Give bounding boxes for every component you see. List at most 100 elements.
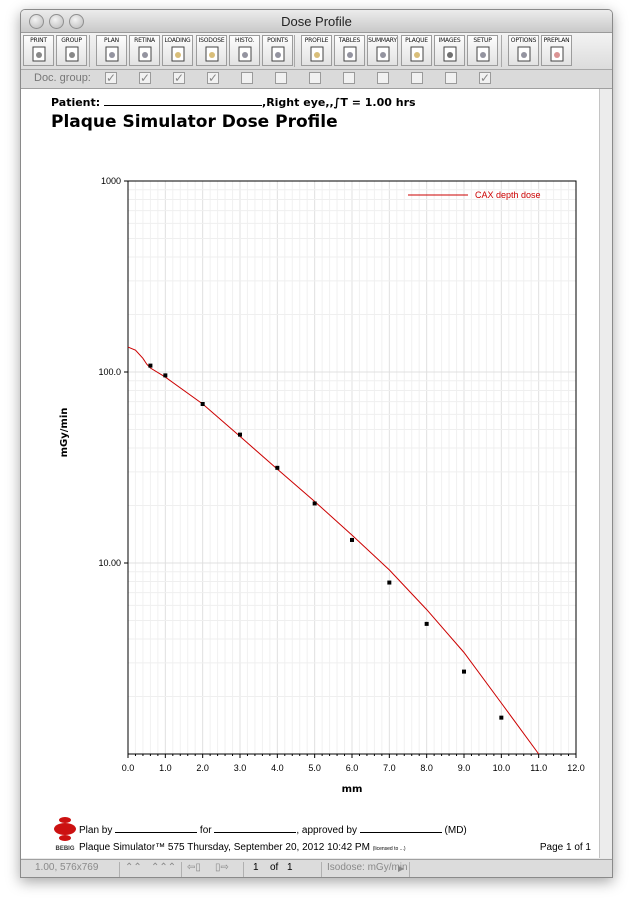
doc-group-checkbox-3[interactable]: ✓: [173, 71, 185, 85]
group-icon: [65, 46, 79, 62]
histo-icon: [238, 46, 252, 62]
doc-group-checkbox-6[interactable]: [275, 72, 287, 84]
preplan-icon: [550, 46, 564, 62]
plan-by-blank: [115, 823, 198, 833]
toolbar-button-label: OPTIONS: [510, 37, 537, 44]
patient-suffix: ,Right eye,,∫T = 1.00 hrs: [262, 96, 416, 109]
toolbar-isodose-button[interactable]: ISODOSE: [196, 35, 227, 66]
images-icon: [443, 46, 457, 62]
doc-group-checkbox-8[interactable]: [343, 72, 355, 84]
x-tick-label: 3.0: [234, 763, 247, 773]
doc-group-checkbox-5[interactable]: [241, 72, 253, 84]
x-tick-label: 10.0: [493, 763, 511, 773]
signature-line: Plan by for , approved by (MD): [79, 823, 467, 836]
toolbar-print-button[interactable]: PRINT: [23, 35, 54, 66]
profile-icon: [310, 46, 324, 62]
prev-page-icon[interactable]: ⇦▯: [187, 862, 201, 873]
isodose-units-selector[interactable]: Isodose: mGy/min: [327, 862, 408, 873]
patient-line: Patient: ,Right eye,,∫T = 1.00 hrs: [51, 96, 416, 109]
page-title: Plaque Simulator Dose Profile: [51, 112, 338, 132]
x-tick-label: 12.0: [567, 763, 585, 773]
toolbar-summary-button[interactable]: SUMMARY: [367, 35, 398, 66]
toolbar-button-label: PROFILE: [304, 37, 329, 44]
toolbar-images-button[interactable]: IMAGES: [434, 35, 465, 66]
toolbar-plan-button[interactable]: PLAN: [96, 35, 127, 66]
patient-label: Patient:: [51, 96, 101, 109]
x-tick-label: 6.0: [346, 763, 359, 773]
doc-group-checkbox-9[interactable]: [377, 72, 389, 84]
x-tick-label: 7.0: [383, 763, 396, 773]
toolbar-preplan-button[interactable]: PREPLAN: [541, 35, 572, 66]
measured-point: [163, 373, 168, 378]
toolbar-group-button[interactable]: GROUP: [56, 35, 87, 66]
plaque-icon: [410, 46, 424, 62]
loading-icon: [171, 46, 185, 62]
page-current: 1: [253, 862, 259, 873]
document-page: Patient: ,Right eye,,∫T = 1.00 hrs Plaqu…: [21, 89, 599, 858]
plan-by-label: Plan by: [79, 825, 113, 836]
doc-group-checkbox-4[interactable]: ✓: [207, 71, 219, 85]
measured-point: [200, 401, 205, 406]
y-tick-label: 100.0: [98, 367, 121, 377]
toolbar-button-label: SETUP: [473, 37, 492, 44]
doc-group-checkbox-12[interactable]: ✓: [479, 71, 491, 85]
measured-point: [275, 465, 280, 470]
measured-point: [424, 621, 429, 626]
vertical-scrollbar[interactable]: [599, 89, 612, 858]
page-info: Page 1 of 1: [539, 842, 591, 853]
toolbar-points-button[interactable]: POINTS: [262, 35, 293, 66]
isodose-icon: [205, 46, 219, 62]
toolbar-retina-button[interactable]: RETINA: [129, 35, 160, 66]
doc-group-checkbox-11[interactable]: [445, 72, 457, 84]
toolbar-plaque-button[interactable]: PLAQUE: [401, 35, 432, 66]
x-tick-label: 11.0: [530, 763, 547, 773]
dose-profile-window: Dose Profile PRINT GROUP PLAN RETINA LOADING…: [20, 9, 613, 878]
title-bar[interactable]: Dose Profile: [21, 10, 612, 33]
doc-group-bar: Doc. group: ✓ ✓ ✓ ✓ ✓: [21, 70, 612, 89]
toolbar-histo-button[interactable]: HISTO.: [229, 35, 260, 66]
zoom-window-button[interactable]: [69, 14, 84, 29]
next-page-icon[interactable]: ▯⇨: [215, 862, 229, 873]
setup-icon: [476, 46, 490, 62]
toolbar-button-label: PLAN: [104, 37, 119, 44]
measured-point: [148, 363, 153, 368]
toolbar-options-button[interactable]: OPTIONS: [508, 35, 539, 66]
summary-icon: [376, 46, 390, 62]
toolbar-tables-button[interactable]: TABLES: [334, 35, 365, 66]
toolbar-button-label: HISTO.: [235, 37, 254, 44]
points-icon: [271, 46, 285, 62]
zoom-out-icon[interactable]: ⌃⌃: [125, 862, 142, 873]
x-tick-label: 9.0: [458, 763, 471, 773]
toolbar-button-label: ISODOSE: [198, 37, 225, 44]
measured-point: [350, 537, 354, 542]
isodose-arrow-icon[interactable]: ▶: [398, 864, 405, 873]
x-tick-label: 1.0: [159, 763, 172, 773]
doc-group-checkbox-7[interactable]: [309, 72, 321, 84]
cax-depth-dose-line: [127, 346, 540, 755]
version-line: Plaque Simulator™ 575 Thursday, Septembe…: [79, 842, 406, 853]
options-icon: [517, 46, 531, 62]
toolbar-setup-button[interactable]: SETUP: [467, 35, 498, 66]
toolbar-button-label: SUMMARY: [368, 37, 397, 44]
doc-group-label: Doc. group:: [34, 72, 91, 84]
doc-group-checkbox-10[interactable]: [411, 72, 423, 84]
toolbar-loading-button[interactable]: LOADING: [162, 35, 193, 66]
y-axis-label: mGy/min: [59, 408, 70, 458]
minimize-window-button[interactable]: [49, 14, 64, 29]
version-text: Plaque Simulator™ 575 Thursday, Septembe…: [79, 842, 370, 853]
license-note: (licensed to ...): [372, 846, 406, 852]
x-tick-label: 4.0: [271, 763, 284, 773]
measured-point: [462, 669, 466, 674]
page-of: of: [270, 862, 279, 873]
for-label: for: [199, 825, 212, 836]
toolbar-profile-button[interactable]: PROFILE: [301, 35, 332, 66]
toolbar-button-label: LOADING: [164, 37, 191, 44]
legend-label: CAX depth dose: [475, 190, 541, 200]
toolbar-button-label: TABLES: [338, 37, 361, 44]
zoom-in-icon[interactable]: ⌃⌃⌃: [151, 862, 177, 873]
plan-icon: [105, 46, 119, 62]
doc-group-checkbox-1[interactable]: ✓: [105, 71, 117, 85]
toolbar-button-label: PLAQUE: [405, 37, 428, 44]
close-window-button[interactable]: [29, 14, 44, 29]
doc-group-checkbox-2[interactable]: ✓: [139, 71, 151, 85]
